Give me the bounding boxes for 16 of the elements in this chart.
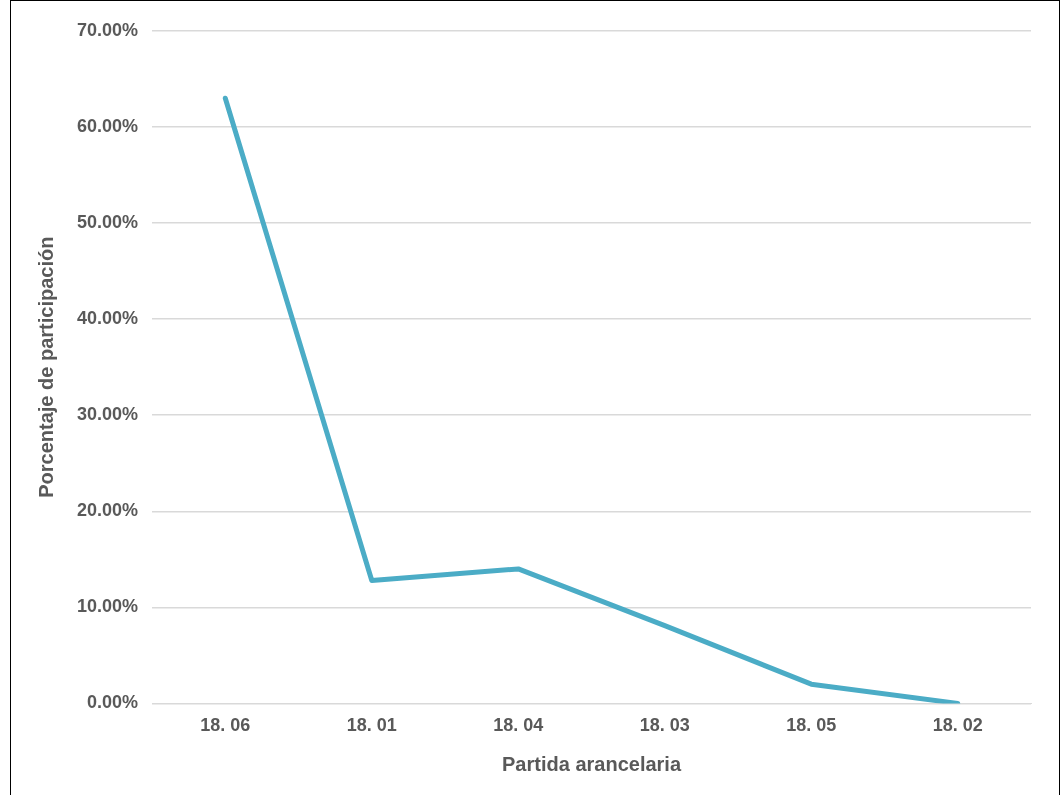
y-axis-title: Porcentaje de participación — [34, 236, 57, 498]
y-tick-label: 60.00% — [76, 116, 139, 137]
x-axis-title: Partida arancelaria — [502, 752, 682, 775]
y-tick-label: 30.00% — [76, 404, 139, 425]
y-tick-label: 50.00% — [76, 212, 139, 233]
y-tick-label: 10.00% — [76, 596, 139, 617]
y-tick-label: 20.00% — [76, 500, 139, 521]
x-tick-label: 18. 06 — [200, 715, 251, 736]
x-tick-label: 18. 05 — [786, 715, 837, 736]
x-tick-label: 18. 04 — [493, 715, 544, 736]
y-tick-label: 40.00% — [76, 308, 139, 329]
x-tick-label: 18. 03 — [639, 715, 690, 736]
x-tick-label: 18. 01 — [346, 715, 397, 736]
x-tick-label: 18. 02 — [932, 715, 983, 736]
y-tick-label: 0.00% — [87, 692, 139, 713]
y-tick-label: 70.00% — [76, 19, 139, 40]
